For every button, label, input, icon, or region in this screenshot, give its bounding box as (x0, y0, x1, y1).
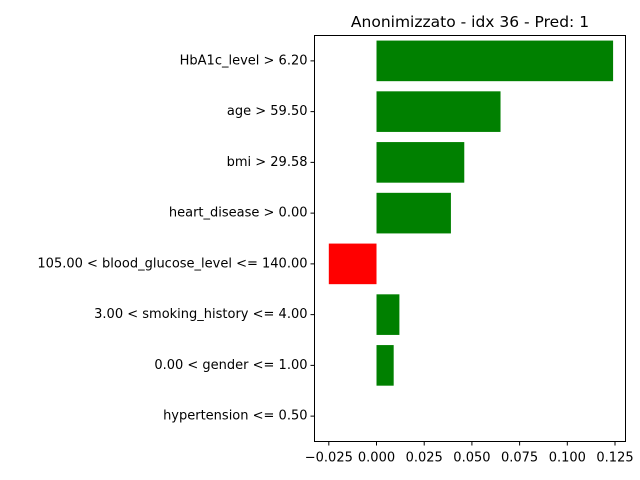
x-tick-label: 0.050 (453, 451, 490, 466)
chart-title: Anonimizzato - idx 36 - Pred: 1 (351, 13, 589, 31)
bar-3 (376, 192, 451, 234)
y-axis-ticks: HbA1c_level > 6.20 age > 59.50 bmi > 29.58… (37, 53, 315, 424)
bar-6 (376, 345, 394, 386)
bar-2 (376, 142, 465, 183)
y-tick-label: HbA1c_level > 6.20 (180, 53, 308, 68)
bar-4 (328, 243, 377, 285)
x-axis-ticks: −0.025 0.000 0.025 0.050 0.075 0.100 0.125 (305, 441, 634, 466)
y-tick-label: 0.00 < gender <= 1.00 (154, 358, 307, 373)
y-tick-label: heart_disease > 0.00 (169, 206, 308, 221)
y-tick-label: bmi > 29.58 (227, 155, 308, 170)
x-tick-label: −0.025 (305, 451, 353, 466)
bar-5 (376, 294, 400, 335)
x-tick-label: 0.075 (501, 451, 538, 466)
y-tick-label: 3.00 < smoking_history <= 4.00 (94, 307, 307, 322)
plot-frame (314, 35, 626, 442)
x-tick-label: 0.000 (358, 451, 395, 466)
bars-group (328, 40, 614, 386)
y-tick-label: hypertension <= 0.50 (163, 409, 307, 424)
y-tick-label: 105.00 < blood_glucose_level <= 140.00 (37, 256, 307, 271)
x-tick-label: 0.100 (549, 451, 586, 466)
y-tick-label: age > 59.50 (227, 104, 308, 119)
x-tick-label: 0.025 (406, 451, 443, 466)
bar-1 (376, 91, 501, 132)
bar-0 (376, 40, 614, 82)
x-tick-label: 0.125 (596, 451, 633, 466)
